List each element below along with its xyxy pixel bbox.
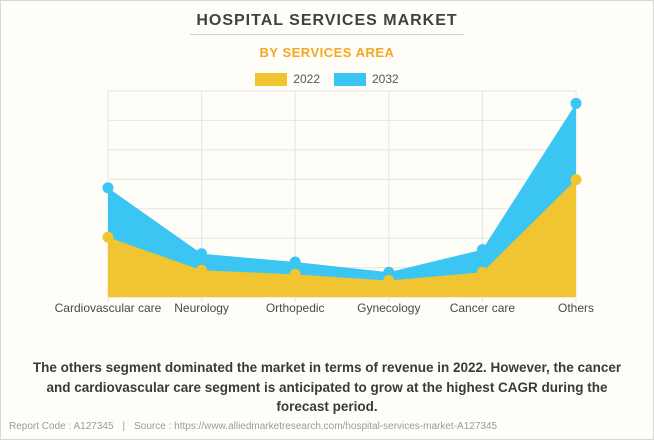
area-2032 (108, 103, 576, 297)
marker-2022-orthopedic (289, 268, 301, 280)
page-title: HOSPITAL SERVICES MARKET (196, 12, 458, 29)
x-axis-label-cardiovascular-care: Cardiovascular care (55, 301, 162, 315)
source-url: Source : https://www.alliedmarketresearc… (134, 421, 498, 432)
marker-2022-gynecology (383, 275, 395, 287)
marker-2032-cancer-care (476, 244, 488, 256)
description-line: The others segment dominated the market … (32, 360, 622, 375)
legend-label-2022: 2022 (293, 72, 320, 86)
report-code: Report Code : A127345 (9, 421, 114, 432)
report-footer: Report Code : A127345 | Source : https:/… (9, 421, 497, 432)
marker-2032-orthopedic (289, 256, 301, 268)
x-axis-label-others: Others (558, 301, 594, 315)
chart-description: The others segment dominated the market … (1, 358, 653, 417)
marker-2022-cancer-care (476, 266, 488, 278)
x-axis-label-orthopedic: Orthopedic (266, 301, 325, 315)
chart-subtitle: BY SERVICES AREA (259, 45, 395, 60)
chart-legend: 2022 2032 (1, 72, 653, 86)
area-2022 (108, 179, 576, 297)
marker-2022-others (570, 174, 582, 186)
legend-item-2032: 2032 (334, 72, 399, 86)
legend-item-2022: 2022 (255, 72, 320, 86)
marker-2032-gynecology (383, 266, 395, 278)
x-axis-label-neurology: Neurology (174, 301, 229, 315)
title-divider (190, 34, 464, 35)
marker-2032-others (570, 97, 582, 109)
description-line: and cardiovascular care segment is antic… (46, 379, 608, 395)
legend-swatch-2032 (334, 72, 366, 86)
marker-2022-cardiovascular-care (102, 231, 114, 243)
description-line: forecast period. (276, 399, 378, 414)
x-axis-label-gynecology: Gynecology (357, 301, 420, 315)
x-axis-label-cancer-care: Cancer care (450, 301, 516, 315)
marker-2032-cardiovascular-care (102, 182, 114, 194)
legend-swatch-2022 (255, 72, 288, 86)
legend-label-2032: 2032 (372, 72, 399, 86)
footer-separator: | (122, 421, 126, 432)
marker-2032-neurology (196, 248, 208, 260)
marker-2022-neurology (196, 264, 208, 276)
